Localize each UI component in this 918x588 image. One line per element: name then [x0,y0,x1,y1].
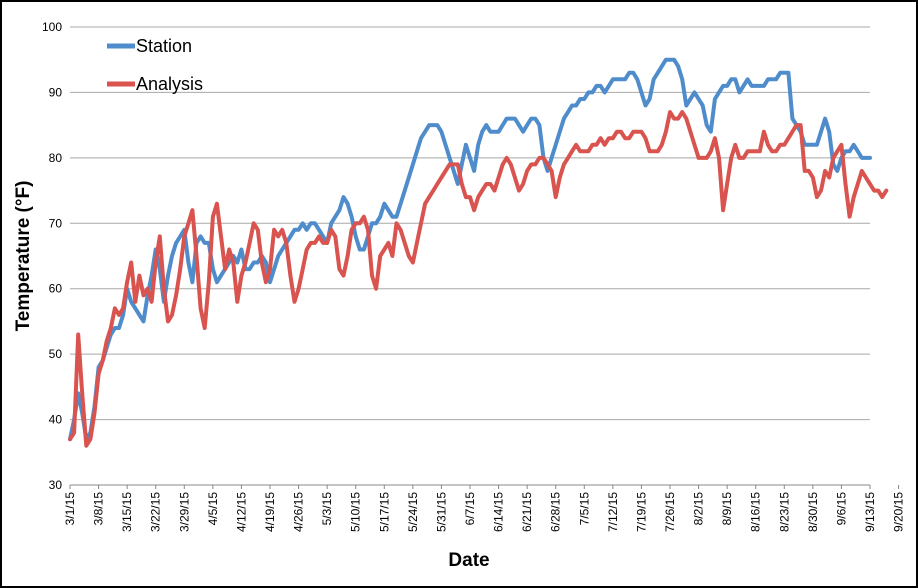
x-tick-label: 7/5/15 [577,492,591,526]
x-tick-label: 5/24/15 [406,492,420,532]
x-tick-label: 5/31/15 [434,492,448,532]
y-tick-label: 100 [42,20,62,34]
x-tick-label: 5/10/15 [349,492,363,532]
x-tick-label: 8/2/15 [692,492,706,526]
x-tick-label: 8/23/15 [777,492,791,532]
x-tick-label: 9/13/15 [863,492,877,532]
x-tick-label: 8/30/15 [806,492,820,532]
x-tick-label: 4/5/15 [206,492,220,526]
x-tick-label: 3/22/15 [149,492,163,532]
x-tick-label: 4/12/15 [234,492,248,532]
x-tick-label: 3/29/15 [177,492,191,532]
x-tick-label: 9/6/15 [834,492,848,526]
y-tick-label: 90 [49,85,63,99]
legend: Station Analysis [107,36,203,94]
x-tick-label: 3/8/15 [92,492,106,526]
y-tick-label: 80 [49,151,63,165]
x-tick-label: 6/14/15 [492,492,506,532]
x-tick-label: 3/1/15 [63,492,77,526]
y-tick-label: 60 [49,282,63,296]
x-tick-label: 8/9/15 [720,492,734,526]
series-lines [68,57,889,448]
x-tick-label: 6/21/15 [520,492,534,532]
x-tick-label: 4/19/15 [263,492,277,532]
series-line-analysis [68,110,889,448]
gridlines [70,26,870,486]
x-tick-label: 5/17/15 [377,492,391,532]
x-tick-label: 6/7/15 [463,492,477,526]
x-tick-label: 8/16/15 [749,492,763,532]
y-tick-labels: 30 40 50 60 70 80 90 100 [42,20,62,492]
y-tick-label: 40 [49,413,63,427]
x-tick-label: 7/26/15 [663,492,677,532]
x-tick-label: 5/3/15 [320,492,334,526]
x-tick-label: 6/28/15 [549,492,563,532]
y-tick-label: 30 [49,478,63,492]
y-tick-label: 50 [49,347,63,361]
x-axis-title: Date [448,550,489,571]
x-tick-label: 4/26/15 [292,492,306,532]
legend-label: Analysis [136,74,203,94]
x-tick-labels: 3/1/15 3/8/15 3/15/15 3/22/15 3/29/15 4/5/15 4… [63,485,906,532]
x-tick-label: 7/12/15 [606,492,620,532]
y-axis-title: Temperature (°F) [13,181,34,332]
legend-label: Station [136,36,192,56]
y-tick-label: 70 [49,216,63,230]
x-tick-label: 3/15/15 [120,492,134,532]
series-line-station [68,57,872,442]
x-tick-label: 7/19/15 [634,492,648,532]
x-tick-label: 9/20/15 [892,492,906,532]
